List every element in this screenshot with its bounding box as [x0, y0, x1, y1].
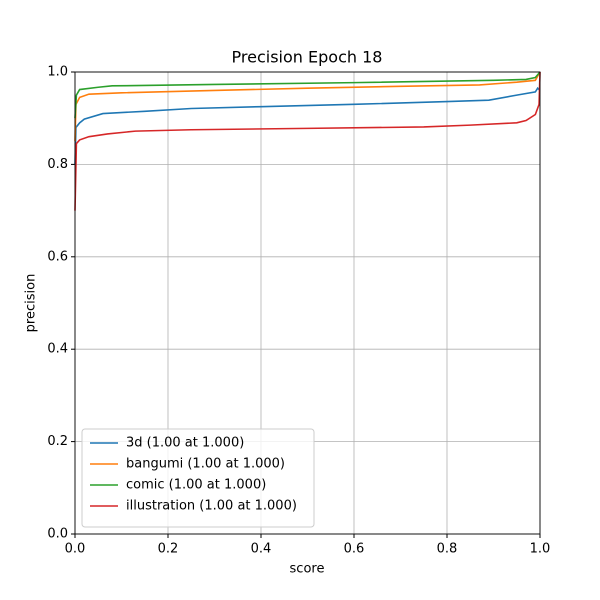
- series-line: [74, 86, 541, 165]
- series-line: [74, 71, 541, 119]
- legend-label: comic (1.00 at 1.000): [126, 478, 266, 493]
- legend: [81, 428, 315, 528]
- x-tick-label: 0.2: [158, 542, 179, 557]
- series-line: [74, 71, 541, 211]
- x-tick-label: 0.4: [251, 542, 272, 557]
- axes-frame: [74, 71, 541, 535]
- x-tick-label: 0.6: [344, 542, 365, 557]
- series-line: [74, 71, 541, 142]
- y-tick-label: 0.4: [47, 342, 68, 357]
- chart-title: Precision Epoch 18: [232, 48, 383, 67]
- x-tick-label: 1.0: [530, 542, 551, 557]
- x-axis-label: score: [290, 562, 325, 577]
- y-tick-label: 0.8: [47, 157, 68, 172]
- y-tick-label: 0.6: [47, 249, 68, 264]
- y-tick-label: 0.2: [47, 434, 68, 449]
- y-axis-label: precision: [24, 274, 39, 333]
- x-tick-label: 0.0: [65, 542, 86, 557]
- legend-label: illustration (1.00 at 1.000): [126, 499, 297, 514]
- y-tick-label: 1.0: [47, 65, 68, 80]
- legend-label: 3d (1.00 at 1.000): [126, 436, 244, 451]
- legend-label: bangumi (1.00 at 1.000): [126, 457, 285, 472]
- y-tick-label: 0.0: [47, 527, 68, 542]
- x-tick-label: 0.8: [437, 542, 458, 557]
